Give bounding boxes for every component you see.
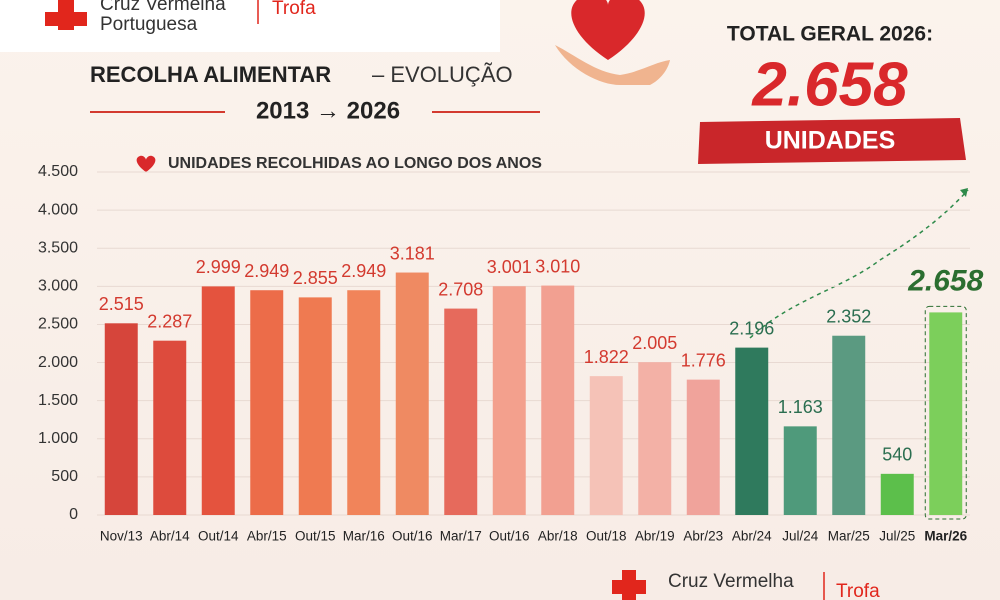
value-label: 2.949 xyxy=(244,261,289,281)
red-cross-logo xyxy=(45,0,87,30)
value-label: 2.196 xyxy=(729,318,774,338)
value-label: 2.352 xyxy=(826,306,871,326)
value-label: 1.163 xyxy=(778,397,823,417)
bar xyxy=(880,473,914,515)
legend-label: UNIDADES RECOLHIDAS AO LONGO DOS ANOS xyxy=(168,155,542,172)
chart-title-suffix: – EVOLUÇÃO xyxy=(372,62,513,87)
bar xyxy=(686,379,720,515)
value-label: 2.949 xyxy=(341,261,386,281)
x-tick-label: Jul/24 xyxy=(782,529,819,544)
bar xyxy=(929,312,963,515)
bar xyxy=(153,340,187,515)
x-tick-label: Nov/13 xyxy=(100,529,143,544)
bar xyxy=(347,290,381,515)
y-tick-label: 0 xyxy=(69,506,78,523)
value-label: 1.822 xyxy=(584,347,629,367)
chart-subtitle: 2013 → 2026 xyxy=(256,97,400,124)
x-tick-label: Jul/25 xyxy=(879,529,915,544)
y-tick-label: 3.000 xyxy=(38,278,78,295)
value-label: 3.181 xyxy=(390,243,435,263)
x-tick-label: Mar/25 xyxy=(828,529,870,544)
x-tick-label: Mar/17 xyxy=(440,529,482,544)
value-label: 3.010 xyxy=(535,256,580,276)
x-tick-label: Mar/16 xyxy=(343,529,385,544)
x-tick-label: Out/15 xyxy=(295,529,336,544)
trend-arrowhead xyxy=(960,188,968,197)
bar xyxy=(589,376,623,515)
x-tick-label: Out/14 xyxy=(198,529,239,544)
x-tick-label: Out/16 xyxy=(489,529,530,544)
y-tick-label: 1.500 xyxy=(38,392,78,409)
bar xyxy=(104,323,138,515)
y-tick-label: 4.000 xyxy=(38,201,78,218)
bar xyxy=(201,286,235,515)
x-tick-label: Abr/23 xyxy=(683,529,723,544)
x-tick-label: Out/18 xyxy=(586,529,627,544)
x-tick-label: Mar/26 xyxy=(924,529,967,544)
branch-name: Trofa xyxy=(272,0,316,19)
x-tick-label: Out/16 xyxy=(392,529,433,544)
footer-cross xyxy=(612,570,646,600)
y-tick-label: 1.000 xyxy=(38,430,78,447)
value-label: 1.776 xyxy=(681,350,726,370)
y-tick-label: 4.500 xyxy=(38,163,78,180)
bar xyxy=(444,308,478,515)
value-label: 2.855 xyxy=(293,268,338,288)
bar xyxy=(250,290,284,515)
footer-org-name: Cruz Vermelha xyxy=(668,571,794,592)
total-banner xyxy=(698,118,966,164)
heart-illustration xyxy=(571,0,645,60)
y-tick-label: 3.500 xyxy=(38,239,78,256)
value-label: 2.515 xyxy=(99,294,144,314)
value-label: 2.658 xyxy=(907,264,983,297)
total-amount: 2.658 xyxy=(751,50,908,119)
footer-branch: Trofa xyxy=(836,581,880,600)
org-name: Cruz Vermelha Portuguesa xyxy=(100,0,226,35)
x-tick-label: Abr/24 xyxy=(732,529,772,544)
bar xyxy=(395,272,429,515)
bar xyxy=(832,335,866,515)
x-tick-label: Abr/14 xyxy=(150,529,190,544)
y-tick-label: 2.500 xyxy=(38,316,78,333)
bar xyxy=(735,347,769,515)
bar xyxy=(783,426,817,515)
value-label: 540 xyxy=(882,445,912,465)
value-label: 3.001 xyxy=(487,257,532,277)
bar xyxy=(298,297,332,515)
hands-illustration xyxy=(555,45,670,85)
plot-area: 0 500 1.000 1.500 2.000 2.500 3.000 3.500 4.000 4… xyxy=(38,163,984,543)
bar xyxy=(638,362,672,515)
x-tick-label: Abr/19 xyxy=(635,529,675,544)
y-tick-label: 500 xyxy=(51,468,78,485)
value-label: 2.708 xyxy=(438,279,483,299)
value-label: 2.999 xyxy=(196,257,241,277)
x-tick-label: Abr/15 xyxy=(247,529,287,544)
chart-title: RECOLHA ALIMENTAR xyxy=(90,62,331,87)
bar xyxy=(492,286,526,515)
value-label: 2.287 xyxy=(147,311,192,331)
value-label: 2.005 xyxy=(632,333,677,353)
total-label: TOTAL GERAL 2026: xyxy=(727,23,933,46)
x-tick-label: Abr/18 xyxy=(538,529,578,544)
bar xyxy=(541,285,575,515)
legend-heart xyxy=(136,155,156,172)
y-tick-label: 2.000 xyxy=(38,354,78,371)
total-unit: UNIDADES xyxy=(765,127,896,155)
highlight-box xyxy=(924,305,967,520)
